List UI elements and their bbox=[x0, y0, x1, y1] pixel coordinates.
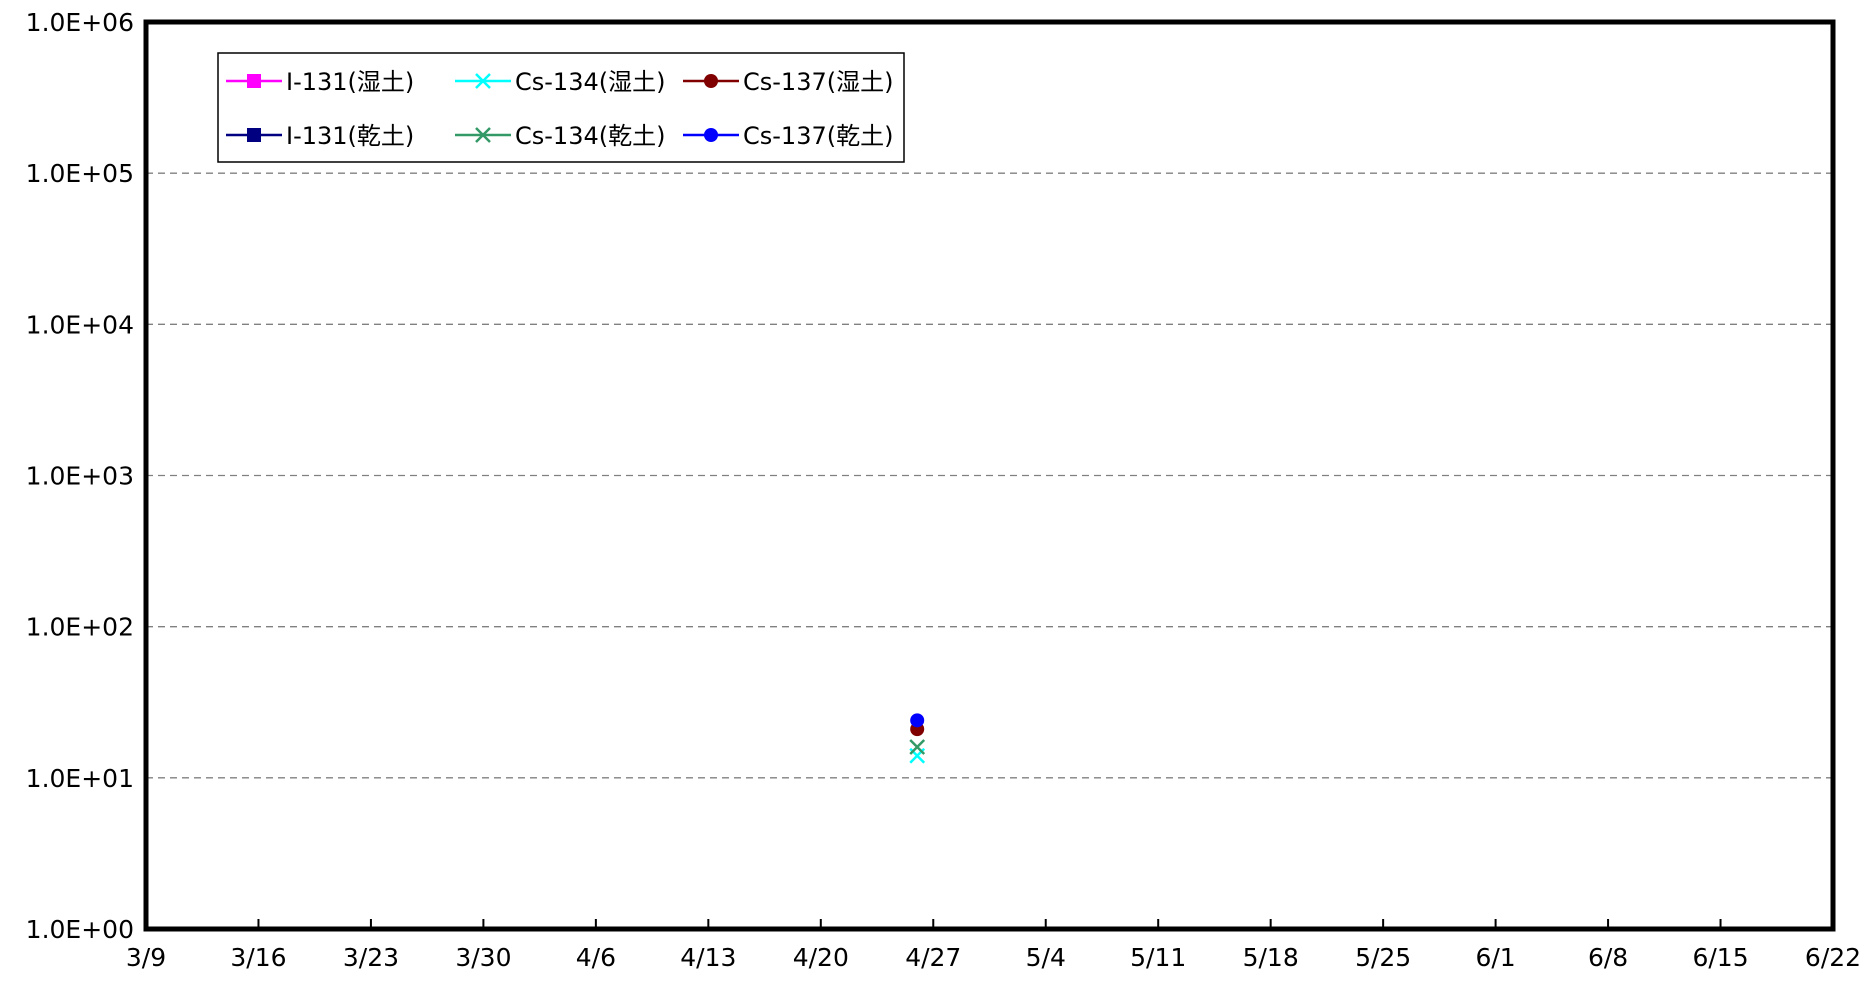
x-tick-label: 6/8 bbox=[1588, 943, 1628, 972]
legend-swatch-marker bbox=[704, 74, 718, 88]
y-tick-label: 1.0E+00 bbox=[26, 915, 134, 944]
legend: I-131(湿土) Cs-134(湿土) Cs-137(湿土) I-131(乾土) Cs… bbox=[217, 52, 905, 163]
y-tick-label: 1.0E+03 bbox=[26, 462, 134, 491]
data-point bbox=[909, 739, 926, 755]
x-tick-label: 6/22 bbox=[1805, 943, 1861, 972]
legend-label: Cs-134(乾土) bbox=[515, 122, 665, 150]
x-axis: 3/9 3/16 3/23 3/30 4/6 4/13 4/20 4/27 5/4 5/11 5/1… bbox=[126, 919, 1861, 972]
legend-label: Cs-137(乾土) bbox=[743, 122, 893, 150]
x-tick-label: 4/20 bbox=[793, 943, 849, 972]
legend-label: Cs-137(湿土) bbox=[743, 68, 893, 96]
legend-swatch-marker bbox=[475, 127, 491, 143]
x-tick-label: 5/25 bbox=[1355, 943, 1411, 972]
x-tick-label: 4/27 bbox=[905, 943, 961, 972]
legend-swatch-marker bbox=[247, 128, 261, 142]
x-tick-label: 3/16 bbox=[230, 943, 286, 972]
legend-item: Cs-137(湿土) bbox=[683, 68, 893, 96]
x-tick-label: 3/23 bbox=[343, 943, 399, 972]
legend-item: I-131(湿土) bbox=[226, 68, 414, 96]
x-tick-label: 6/15 bbox=[1692, 943, 1748, 972]
legend-item: I-131(乾土) bbox=[226, 122, 414, 150]
x-tick-label: 4/6 bbox=[576, 943, 616, 972]
y-tick-label: 1.0E+04 bbox=[26, 310, 134, 339]
legend-swatch-marker bbox=[704, 128, 718, 142]
legend-label: Cs-134(湿土) bbox=[515, 68, 665, 96]
x-tick-label: 5/11 bbox=[1130, 943, 1186, 972]
legend-label: I-131(乾土) bbox=[286, 122, 414, 150]
legend-swatch-marker bbox=[475, 73, 491, 89]
gridlines bbox=[146, 172, 1833, 779]
y-tick-label: 1.0E+06 bbox=[26, 8, 134, 37]
legend-item: Cs-134(湿土) bbox=[455, 68, 665, 96]
y-tick-label: 1.0E+01 bbox=[26, 764, 134, 793]
x-tick-label: 6/1 bbox=[1475, 943, 1515, 972]
legend-item: Cs-137(乾土) bbox=[683, 122, 893, 150]
data-point bbox=[910, 713, 925, 728]
y-tick-label: 1.0E+02 bbox=[26, 613, 134, 642]
x-tick-label: 3/9 bbox=[126, 943, 166, 972]
legend-label: I-131(湿土) bbox=[286, 68, 414, 96]
plot-area bbox=[143, 19, 1836, 932]
y-axis: 1.0E+00 1.0E+01 1.0E+02 1.0E+03 1.0E+04 1.0E+… bbox=[26, 8, 134, 944]
x-tick-label: 3/30 bbox=[455, 943, 511, 972]
data-points bbox=[909, 713, 926, 764]
legend-box bbox=[217, 52, 905, 163]
x-tick-label: 4/13 bbox=[680, 943, 736, 972]
x-tick-label: 5/4 bbox=[1026, 943, 1066, 972]
legend-swatch-marker bbox=[247, 74, 261, 88]
legend-item: Cs-134(乾土) bbox=[455, 122, 665, 150]
y-tick-label: 1.0E+05 bbox=[26, 159, 134, 188]
x-tick-label: 5/18 bbox=[1243, 943, 1299, 972]
